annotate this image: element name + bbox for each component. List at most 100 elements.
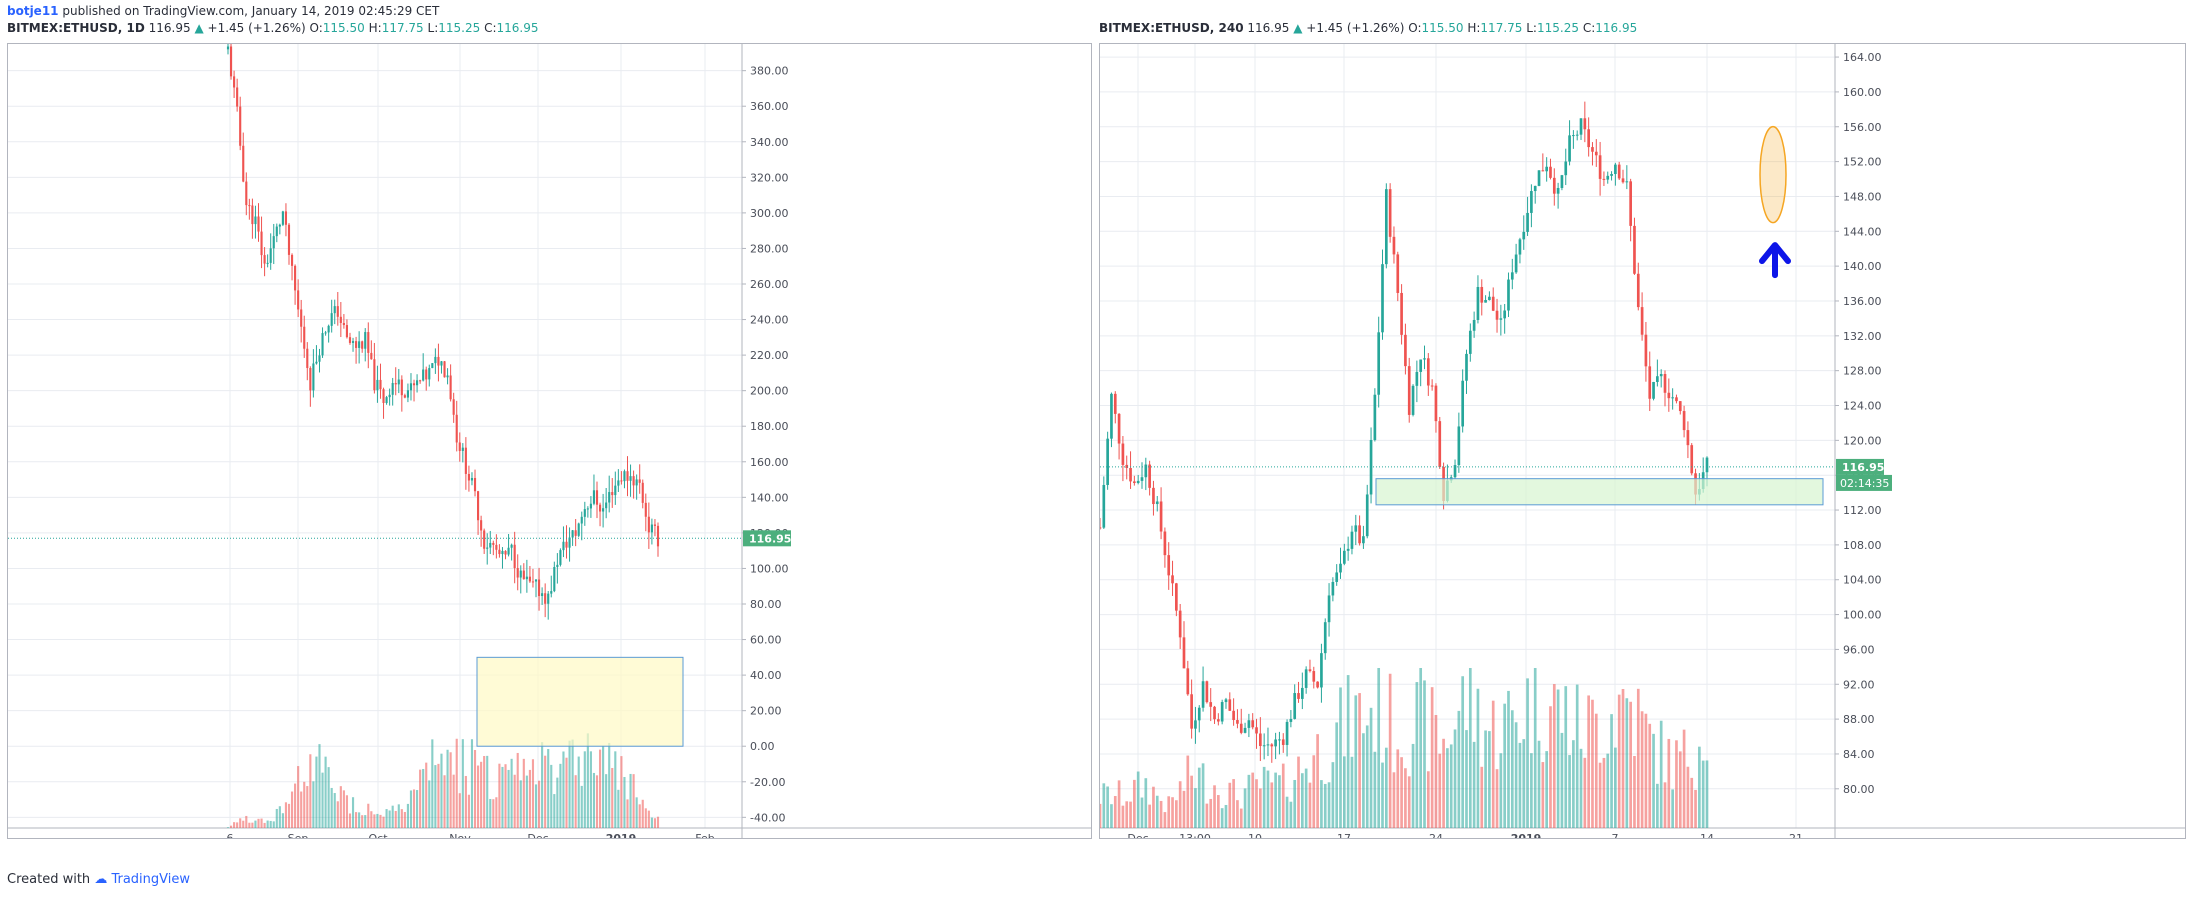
right-candle-body: [1392, 236, 1396, 255]
left-candle-body: [431, 363, 434, 369]
right-candle-body: [1381, 264, 1384, 333]
right-candle-body: [1419, 359, 1423, 372]
author-name[interactable]: botje11: [7, 4, 59, 18]
left-candle-body: [492, 542, 495, 545]
left-candle-body: [226, 46, 230, 50]
left-chart-svg[interactable]: 380.00 360.00 340.00 320.00 300.00 280.00 260.…: [8, 31, 1091, 845]
right-candle-body: [1480, 286, 1484, 303]
left-candle-body: [428, 368, 431, 380]
left-candle-body: [364, 332, 367, 349]
right-candle-body: [1163, 531, 1167, 556]
right-price-tick-label: 152.00: [1843, 156, 1882, 169]
left-candle-body: [376, 379, 379, 391]
right-volume-bar: [1510, 710, 1514, 828]
right-candle-body: [1495, 310, 1499, 320]
right-volume-bar: [1698, 746, 1701, 828]
right-candle-body: [1365, 494, 1369, 537]
right-candle-body: [1465, 353, 1468, 381]
right-volume-bar: [1312, 755, 1316, 828]
left-candle-body: [297, 290, 300, 310]
left-volume-bar: [257, 818, 260, 828]
left-candle-body: [266, 262, 269, 264]
right-volume-bar: [1243, 788, 1247, 828]
right-candle-body: [1560, 175, 1564, 188]
right-candle-body: [1671, 397, 1674, 399]
right-volume-bar: [1705, 760, 1709, 828]
left-volume-bar: [419, 769, 422, 828]
left-candle-body: [565, 541, 568, 548]
left-candle-body: [647, 516, 650, 533]
right-candle-body: [1633, 225, 1636, 274]
right-candle-body: [1572, 135, 1575, 137]
left-volume-bar: [492, 799, 495, 828]
left-volume-bar: [574, 775, 577, 828]
left-volume-bar: [629, 773, 632, 828]
right-volume-bar: [1438, 753, 1442, 828]
footer: Created with ☁ TradingView: [7, 872, 190, 887]
left-price-tick-label: 140.00: [750, 491, 789, 504]
left-volume-bar: [537, 780, 541, 828]
left-volume-bar: [336, 801, 339, 828]
right-volume-bar: [1667, 738, 1671, 828]
left-candle-body: [315, 361, 318, 364]
right-candle-body: [1262, 745, 1266, 747]
left-candle-body: [470, 478, 474, 481]
left-candle-body: [382, 389, 385, 404]
left-candle-body: [367, 332, 370, 353]
right-volume-bar: [1186, 755, 1190, 828]
right-candle-body: [1552, 177, 1556, 194]
right-chart-panel[interactable]: 164.00 160.00 156.00 152.00 148.00 144.00 140.…: [1098, 43, 2186, 845]
left-candle-body: [446, 375, 449, 378]
right-candle-body: [1316, 681, 1319, 688]
right-candle-body: [1178, 610, 1182, 638]
tradingview-brand[interactable]: TradingView: [111, 872, 190, 887]
left-volume-bar: [483, 755, 486, 828]
right-volume-bar: [1606, 753, 1610, 828]
right-volume-bar: [1155, 795, 1159, 828]
right-chart-svg[interactable]: 164.00 160.00 156.00 152.00 148.00 144.00 140.…: [1098, 44, 2185, 845]
right-candle-body: [1652, 381, 1655, 399]
publish-text: published on TradingView.com, January 14…: [62, 4, 440, 18]
right-candle-body: [1468, 330, 1472, 354]
left-candle-body: [345, 325, 349, 338]
left-candle-body: [525, 576, 528, 580]
tradingview-logo-icon: ☁: [94, 872, 108, 887]
left-volume-bar: [242, 820, 245, 828]
right-volume-bar: [1598, 762, 1602, 828]
left-volume-bar: [644, 808, 647, 828]
left-price-tick-label: -40.00: [750, 811, 785, 824]
left-chart-panel[interactable]: 380.00 360.00 340.00 320.00 300.00 280.00 260.…: [7, 31, 1092, 845]
left-volume-bar: [355, 812, 358, 828]
right-volume-bar: [1633, 756, 1636, 828]
left-volume-bar: [656, 816, 660, 828]
right-volume-bar: [1663, 782, 1667, 828]
left-volume-bar: [318, 744, 321, 828]
right-candle-body: [1251, 720, 1255, 728]
right-candle-body: [1312, 671, 1316, 682]
right-candle-body: [1644, 334, 1648, 367]
left-volume-bar: [287, 803, 291, 828]
right-candle-body: [1117, 413, 1121, 444]
right-volume-bar: [1564, 686, 1568, 828]
right-candle-body: [1297, 693, 1300, 699]
right-volume-bar: [1209, 798, 1213, 828]
left-candle-body: [605, 502, 608, 509]
right-candle-body: [1491, 296, 1495, 311]
right-candle-body: [1323, 622, 1327, 654]
left-volume-bar: [297, 766, 300, 828]
left-volume-bar: [409, 790, 413, 828]
left-volume-bar: [245, 815, 248, 828]
left-candle-body: [513, 544, 516, 569]
right-volume-bar: [1457, 710, 1461, 828]
right-volume-bar: [1423, 680, 1426, 828]
right-volume-bar: [1281, 763, 1285, 828]
left-volume-bar: [236, 822, 239, 828]
right-candle-body: [1152, 487, 1155, 505]
left-price-tick-label: 60.00: [750, 634, 782, 647]
left-candle-body: [406, 390, 409, 398]
left-volume-bar: [602, 745, 605, 828]
left-open: 115.50: [322, 21, 365, 35]
left-candle-body: [242, 145, 245, 182]
left-volume-bar: [251, 822, 254, 828]
left-price-tick-label: 340.00: [750, 136, 789, 149]
